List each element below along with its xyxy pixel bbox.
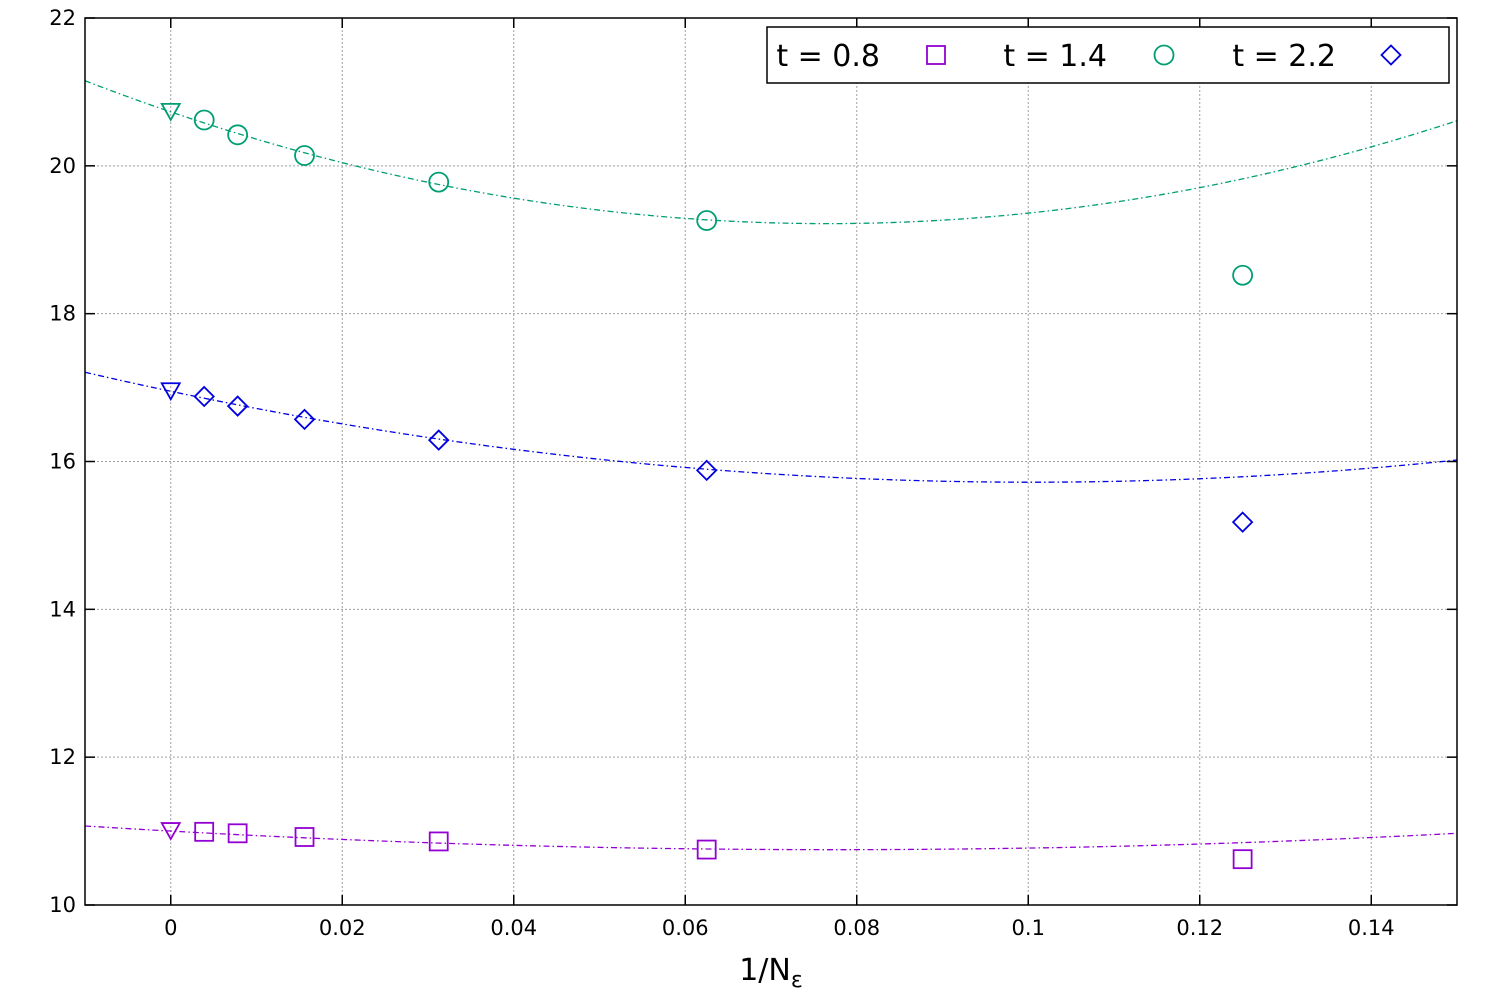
x-tick-label: 0.06	[662, 916, 709, 940]
fit-line-series-3	[84, 371, 1458, 483]
data-point-series-1	[294, 827, 315, 847]
data-point-series-1	[227, 823, 248, 844]
data-point-series-1	[696, 839, 717, 860]
marker-layer	[160, 102, 1254, 870]
extrapolated-point-series-3	[160, 382, 182, 402]
legend-box	[766, 26, 1450, 84]
legend-label-series-3: t = 2.2	[1232, 39, 1336, 74]
data-point-series-3	[1231, 511, 1254, 533]
data-point-series-2	[428, 171, 450, 193]
y-tick-label: 10	[49, 893, 76, 917]
data-point-series-3	[293, 408, 316, 431]
y-tick-label: 12	[49, 745, 76, 769]
y-tick-label: 18	[49, 302, 76, 326]
legend-marker-series-2	[1153, 44, 1175, 66]
x-axis-title-subscript: ε	[791, 968, 803, 993]
y-tick-label: 20	[49, 154, 76, 178]
data-point-series-3	[226, 395, 249, 417]
y-tick-label: 22	[49, 6, 76, 30]
data-point-series-2	[294, 145, 315, 166]
fit-line-series-2	[84, 80, 1458, 225]
data-point-series-1	[1232, 849, 1253, 870]
data-point-series-1	[428, 831, 449, 852]
legend-marker-series-3	[1380, 44, 1402, 66]
legend: t = 0.8 t = 1.4 t = 2.2	[766, 26, 1450, 84]
x-tick-label: 0.14	[1348, 916, 1395, 940]
data-point-series-1	[194, 821, 215, 842]
data-point-series-2	[1232, 264, 1254, 286]
x-axis-title-main: 1/N	[739, 953, 791, 988]
y-tick-label: 16	[49, 450, 76, 474]
extrapolated-point-series-2	[160, 102, 182, 122]
x-tick-label: 0.1	[1012, 916, 1045, 940]
x-tick-label: 0.12	[1176, 916, 1223, 940]
legend-label-series-2: t = 1.4	[1003, 39, 1107, 74]
x-tick-label: 0.04	[490, 916, 537, 940]
data-point-series-3	[427, 429, 450, 451]
data-point-series-2	[696, 210, 718, 231]
data-point-series-3	[193, 385, 215, 408]
data-point-series-3	[695, 459, 718, 482]
fit-line-series-1	[84, 825, 1458, 851]
x-tick-label: 0	[164, 916, 177, 940]
tick-layer: 0 0.02 0.04 0.06 0.08 0.1 0.12 0.14 10 12 14 16 18 20…	[49, 6, 1457, 940]
plot-frame	[84, 17, 1458, 906]
extrapolated-point-series-1	[160, 822, 182, 841]
legend-marker-series-1	[926, 45, 946, 65]
legend-label-series-1: t = 0.8	[776, 39, 880, 74]
fit-layer	[84, 80, 1458, 851]
x-tick-label: 0.02	[319, 916, 366, 940]
y-tick-label: 14	[49, 597, 76, 621]
data-point-series-2	[227, 124, 249, 146]
x-axis-title: 1/Nε	[739, 953, 803, 993]
x-tick-label: 0.08	[833, 916, 880, 940]
data-point-series-2	[193, 109, 215, 131]
grid-layer	[85, 17, 1457, 906]
